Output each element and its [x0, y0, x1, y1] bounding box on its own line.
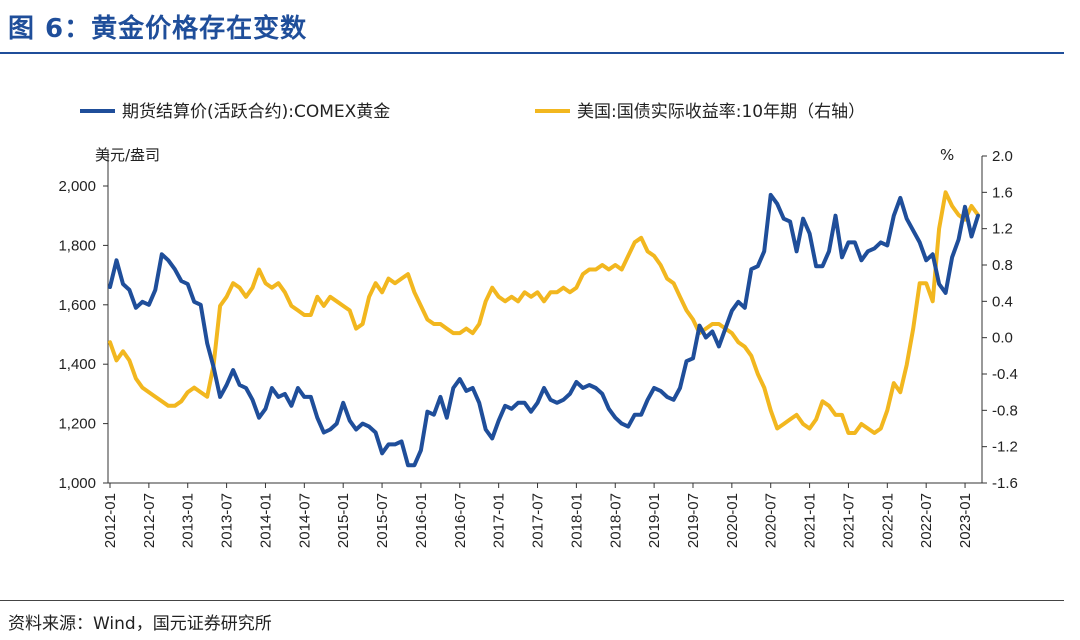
x-tick-label: 2022-07	[918, 493, 935, 548]
left-axis-unit: 美元/盎司	[95, 146, 160, 164]
chart-legend: 期货结算价(活跃合约):COMEX黄金 美国:国债实际收益率:10年期（右轴）	[80, 102, 865, 122]
legend-label-real-yield: 美国:国债实际收益率:10年期（右轴）	[577, 102, 865, 122]
left-tick-label: 1,200	[58, 416, 96, 433]
title-underline	[0, 52, 1064, 54]
series-line-gold-price	[108, 192, 980, 468]
x-tick-label: 2019-01	[646, 493, 663, 548]
right-tick-label: 2.0	[992, 148, 1013, 165]
x-tick-label: 2012-07	[141, 493, 158, 548]
right-tick-label: 1.2	[992, 221, 1013, 238]
price-yield-chart: 期货结算价(活跃合约):COMEX黄金 美国:国债实际收益率:10年期（右轴） …	[58, 102, 1017, 548]
legend-label-gold-price: 期货结算价(活跃合约):COMEX黄金	[122, 102, 390, 122]
x-tick-label: 2023-01	[957, 493, 974, 548]
x-tick-label: 2021-07	[840, 493, 857, 548]
right-tick-label: -1.6	[992, 475, 1018, 492]
left-tick-label: 1,000	[58, 475, 96, 492]
right-axis-unit: %	[940, 146, 954, 164]
x-tick-label: 2018-07	[607, 493, 624, 548]
x-tick-label: 2021-01	[802, 493, 819, 548]
right-tick-label: -1.2	[992, 439, 1018, 456]
series-line-real-yield	[108, 190, 980, 435]
x-tick-label: 2018-01	[568, 493, 585, 548]
right-tick-label: 1.6	[992, 184, 1013, 201]
right-tick-label: -0.8	[992, 402, 1018, 419]
x-tick-label: 2014-07	[296, 493, 313, 548]
right-tick-label: 0.4	[992, 293, 1013, 310]
x-tick-label: 2013-01	[180, 493, 197, 548]
x-tick-label: 2020-07	[763, 493, 780, 548]
x-tick-label: 2013-07	[219, 493, 236, 548]
x-tick-label: 2016-01	[413, 493, 430, 548]
x-tick-label: 2012-01	[102, 493, 119, 548]
right-tick-label: 0.8	[992, 257, 1013, 274]
x-tick-label: 2020-01	[724, 493, 741, 548]
right-tick-label: -0.4	[992, 366, 1018, 383]
x-tick-label: 2014-01	[257, 493, 274, 548]
left-tick-label: 1,600	[58, 297, 96, 314]
left-tick-label: 1,400	[58, 356, 96, 373]
x-tick-label: 2019-07	[685, 493, 702, 548]
chart-series	[108, 190, 980, 468]
footer-rule	[0, 600, 1064, 601]
chart-axes: 1,000 1,200 1,400 1,600 1,800 2,000 -1.6 -1.2 -0…	[58, 148, 1017, 548]
source-note: 资料来源：Wind，国元证券研究所	[8, 614, 272, 634]
left-tick-label: 1,800	[58, 237, 96, 254]
x-tick-label: 2022-01	[879, 493, 896, 548]
right-tick-label: 0.0	[992, 330, 1013, 347]
figure-title: 图 6：黄金价格存在变数	[8, 14, 308, 44]
x-tick-label: 2017-01	[491, 493, 508, 548]
x-tick-label: 2015-07	[374, 493, 391, 548]
left-tick-label: 2,000	[58, 178, 96, 195]
x-tick-label: 2016-07	[452, 493, 469, 548]
x-tick-label: 2017-07	[530, 493, 547, 548]
x-tick-label: 2015-01	[335, 493, 352, 548]
